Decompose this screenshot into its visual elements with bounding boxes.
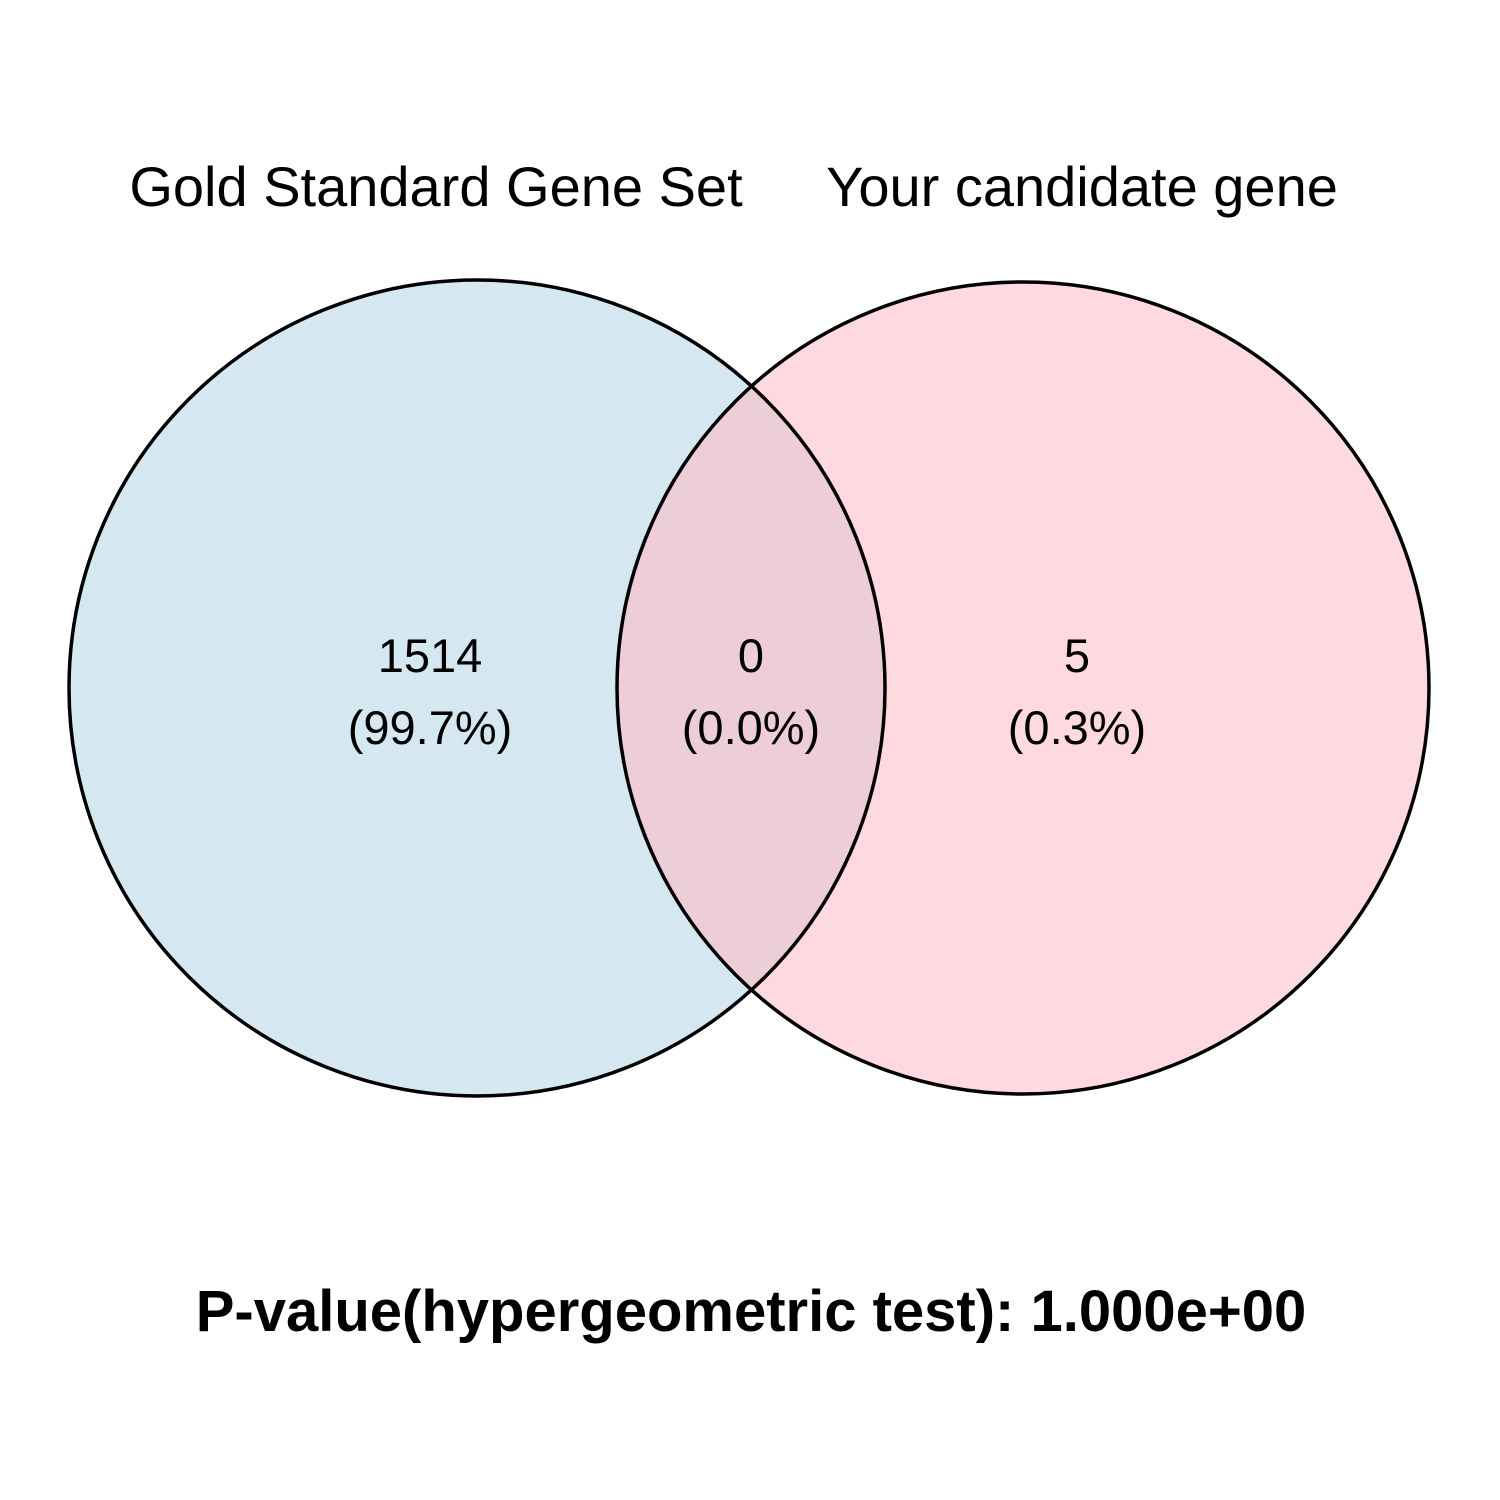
left-set-outline	[67, 278, 887, 1098]
right-set-outline	[615, 280, 1431, 1096]
right-set-title: Your candidate gene	[826, 155, 1338, 218]
intersection-count: 0	[738, 629, 764, 682]
left-region-percent: (99.7%)	[348, 701, 513, 754]
right-region-count: 5	[1064, 629, 1090, 682]
intersection-percent: (0.0%)	[682, 701, 820, 754]
right-region-percent: (0.3%)	[1008, 701, 1146, 754]
pvalue-caption: P-value(hypergeometric test): 1.000e+00	[196, 1279, 1307, 1344]
left-set-title: Gold Standard Gene Set	[129, 155, 743, 218]
left-region-count: 1514	[378, 629, 483, 682]
intersection-region	[617, 282, 885, 1094]
